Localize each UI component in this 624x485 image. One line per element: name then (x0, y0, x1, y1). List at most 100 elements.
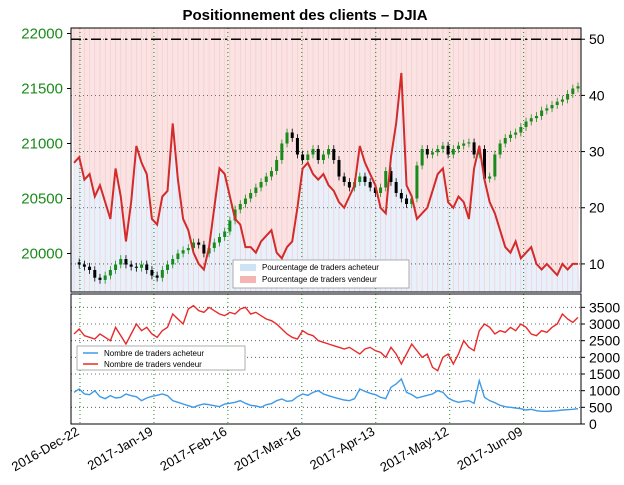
candle-body (114, 264, 118, 270)
candle-body (181, 250, 185, 254)
bottom-tick-label: 2000 (589, 349, 620, 365)
bottom-tick-label: 1500 (589, 366, 620, 382)
candle-body (410, 198, 414, 204)
candle-body (249, 193, 253, 199)
candle-body (555, 101, 559, 105)
candle-body (171, 259, 175, 265)
candle-body (197, 242, 201, 245)
candle-body (306, 154, 310, 160)
candle-body (243, 198, 247, 204)
candle-body (508, 134, 512, 138)
candle-body (394, 182, 398, 193)
candle-body (332, 149, 336, 160)
right-tick-label: 50 (589, 31, 605, 47)
candle-body (301, 154, 305, 160)
candle-body (503, 138, 507, 144)
candle-body (145, 264, 149, 270)
legend-swatch-sellers-pct (240, 276, 256, 283)
candle-body (160, 270, 164, 278)
candle-body (472, 142, 476, 155)
bottom-tick-label: 1000 (589, 383, 620, 399)
candle-body (389, 171, 393, 182)
candle-body (337, 160, 341, 177)
candle-body (93, 270, 97, 278)
candle-body (529, 118, 533, 122)
candle-body (415, 165, 419, 199)
candle-body (514, 132, 518, 135)
candle-body (311, 149, 315, 155)
candle-body (134, 266, 138, 268)
candle-body (129, 264, 133, 267)
candle-body (217, 237, 221, 243)
date-label: 2017-Jan-19 (85, 424, 156, 473)
bottom-tick-label: 3500 (589, 299, 620, 315)
bottom-tick-label: 500 (589, 399, 613, 415)
left-tick-label: 20000 (21, 246, 63, 263)
candle-body (88, 266, 92, 270)
candle-body (192, 242, 196, 248)
date-label: 2017-Apr-13 (307, 424, 377, 473)
candle-body (363, 176, 367, 182)
date-label: 2016-Dec-22 (9, 424, 82, 475)
candle-body (566, 94, 570, 100)
left-tick-label: 21000 (21, 136, 63, 153)
right-tick-label: 20 (589, 200, 605, 216)
right-tick-label: 30 (589, 144, 605, 160)
candle-body (524, 121, 528, 127)
candle-body (420, 149, 424, 166)
candle-body (264, 176, 268, 182)
buyers-count-line (73, 377, 579, 413)
candle-body (358, 176, 362, 182)
candle-body (275, 160, 279, 171)
candle-body (384, 171, 388, 188)
candle-body (77, 262, 81, 265)
candle-body (82, 264, 86, 267)
candle-body (545, 108, 549, 111)
candle-body (550, 105, 554, 109)
candle-body (482, 149, 486, 179)
candle-body (347, 182, 351, 188)
legend-label-buyers-pct: Pourcentage de traders acheteur (262, 263, 379, 272)
candle-body (140, 264, 144, 268)
candle-body (119, 259, 123, 265)
chart-title: Positionnement des clients – DJIA (182, 7, 427, 24)
price-percentage-panel: 20000 20500 21000 21500 22000 10 20 30 40 50 Pou… (21, 26, 605, 293)
candle-body (269, 171, 273, 177)
candle-body (108, 270, 112, 276)
candle-body (498, 143, 502, 155)
candle-body (451, 149, 455, 155)
candle-body (202, 244, 206, 254)
candle-body (103, 275, 107, 280)
candle-body (467, 142, 471, 144)
legend-label-sellers-count: Nombre de traders vendeur (104, 360, 202, 369)
legend-label-sellers-pct: Pourcentage de traders vendeur (262, 275, 377, 284)
candle-body (124, 259, 128, 265)
candle-body (462, 143, 466, 146)
sellers-percentage-line (73, 72, 578, 277)
candle-body (379, 187, 383, 193)
right-tick-label: 10 (589, 256, 605, 272)
candle-body (290, 132, 294, 138)
candle-body (223, 231, 227, 237)
legend-label-buyers-count: Nombre de traders acheteur (104, 349, 204, 358)
candle-body (560, 99, 564, 102)
left-tick-label: 21500 (21, 81, 63, 98)
candle-body (285, 132, 289, 144)
candle-body (368, 182, 372, 188)
bottom-tick-label: 2500 (589, 333, 620, 349)
left-tick-label: 22000 (21, 26, 63, 43)
date-label: 2017-May-12 (377, 424, 451, 475)
date-label: 2017-Mar-16 (231, 424, 303, 474)
candle-body (373, 187, 377, 193)
date-label: 2017-Jun-09 (454, 424, 525, 473)
candle-body (456, 145, 460, 149)
candle-body (295, 138, 299, 155)
candle-body (446, 145, 450, 155)
left-tick-label: 20500 (21, 191, 63, 208)
candle-body (98, 277, 102, 280)
candle-body (176, 253, 180, 259)
candle-body (259, 182, 263, 188)
candle-body (436, 149, 440, 153)
